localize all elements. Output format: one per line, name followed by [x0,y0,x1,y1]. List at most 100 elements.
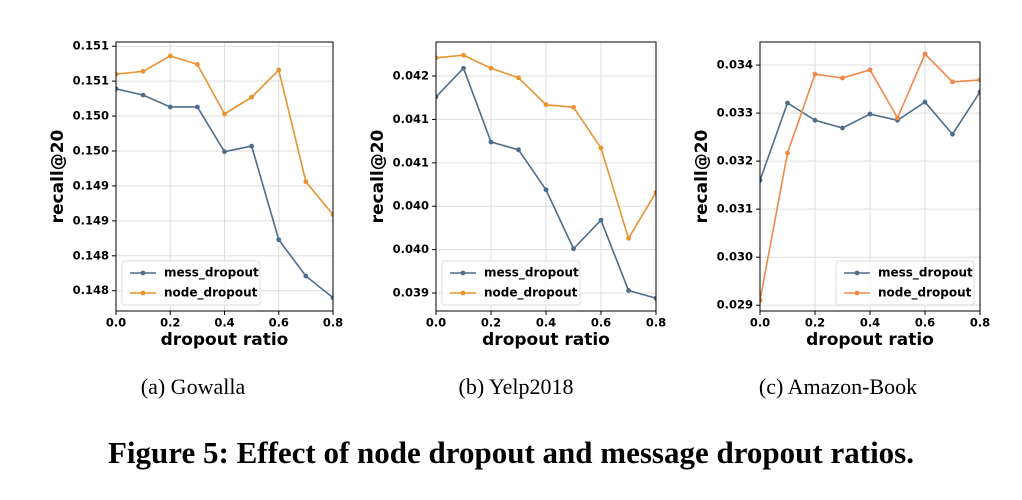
data-point [785,150,790,156]
data-point [653,189,656,195]
y-tick-label: 0.040 [393,242,429,256]
y-tick-label: 0.148 [73,248,109,262]
x-axis-label: dropout ratio [482,330,610,350]
legend-marker [460,290,466,296]
plot-frame [435,41,657,312]
legend-marker [140,290,146,296]
data-point [303,179,309,185]
y-tick-label: 0.039 [393,286,429,300]
legend-label: mess_dropout [164,266,259,281]
data-point [436,94,439,100]
data-point [626,235,631,241]
legend-label: node_dropout [878,286,972,301]
data-point [922,51,928,57]
data-point [167,104,173,110]
x-tick-label: 0.8 [323,316,343,330]
legend-label: node_dropout [484,286,578,301]
x-tick-label: 0.2 [160,316,180,330]
y-axis-label: recall@20 [48,129,68,223]
data-point [116,86,119,92]
data-point [543,102,549,108]
data-point [922,99,928,105]
plot-lines [760,51,980,303]
x-tick-label: 0.4 [214,316,234,330]
legend-marker [854,270,860,276]
x-axis-label: dropout ratio [806,330,934,350]
data-point [812,71,818,77]
y-tick-label: 0.030 [717,250,753,264]
x-tick-label: 0.2 [481,316,501,330]
data-point [571,104,576,110]
y-tick-label: 0.041 [393,112,429,126]
data-point [222,149,227,155]
data-point [140,92,146,98]
plot-lines [436,52,656,301]
data-point [167,53,173,59]
data-point [488,65,494,71]
y-tick-label: 0.150 [73,143,109,157]
data-point [249,94,255,100]
data-point [194,104,200,110]
data-point [840,75,845,81]
data-point [867,111,873,117]
legend-label: node_dropout [164,286,258,301]
data-point [461,65,466,71]
data-point [222,111,227,117]
data-point [330,212,333,217]
x-tick-label: 0.6 [591,316,611,330]
data-point [840,125,845,131]
data-point [626,288,631,293]
data-point [303,273,309,279]
data-point [276,237,282,243]
subfigure-caption: (c) Amazon-Book [759,374,917,399]
figure-caption: Figure 5: Effect of node dropout and mes… [108,435,914,470]
data-point [950,79,955,85]
data-point [436,55,439,61]
x-tick-label: 0.0 [106,316,126,330]
subfigure-caption: (b) Yelp2018 [459,374,574,399]
y-axis-label: recall@20 [692,129,712,223]
x-tick-label: 0.4 [860,316,880,330]
legend-label: mess_dropout [878,266,973,281]
data-point [543,187,549,193]
legend-box [441,260,581,306]
data-point [950,131,955,137]
y-tick-label: 0.034 [717,58,753,72]
legend-marker [854,290,860,296]
plot-frame [759,41,981,312]
data-point [140,68,146,74]
y-tick-label: 0.040 [393,199,429,213]
data-point [867,67,873,73]
y-tick-label: 0.149 [73,213,109,227]
data-point [116,71,119,77]
y-tick-label: 0.033 [717,106,753,120]
x-tick-label: 0.4 [536,316,556,330]
data-point [598,145,604,151]
data-point [977,77,980,83]
data-point [461,52,466,58]
data-point [249,143,255,149]
y-tick-label: 0.149 [73,178,109,192]
data-point [598,217,604,223]
x-tick-label: 0.0 [426,316,446,330]
legend-marker [140,270,146,276]
data-point [812,117,818,123]
data-point [760,298,763,303]
subfigure-caption: (a) Gowalla [141,374,246,399]
x-tick-label: 0.6 [915,316,935,330]
data-point [516,75,521,81]
y-tick-label: 0.031 [717,202,753,216]
plot-lines [116,53,333,301]
data-point [488,139,494,145]
legend-marker [460,270,466,276]
y-tick-label: 0.151 [73,74,109,88]
x-tick-label: 0.0 [750,316,770,330]
x-tick-label: 0.8 [970,316,990,330]
data-point [194,61,200,67]
data-point [330,295,333,301]
legend-box [835,260,975,306]
y-tick-label: 0.041 [393,155,429,169]
y-tick-label: 0.150 [73,109,109,123]
data-point [276,67,282,73]
